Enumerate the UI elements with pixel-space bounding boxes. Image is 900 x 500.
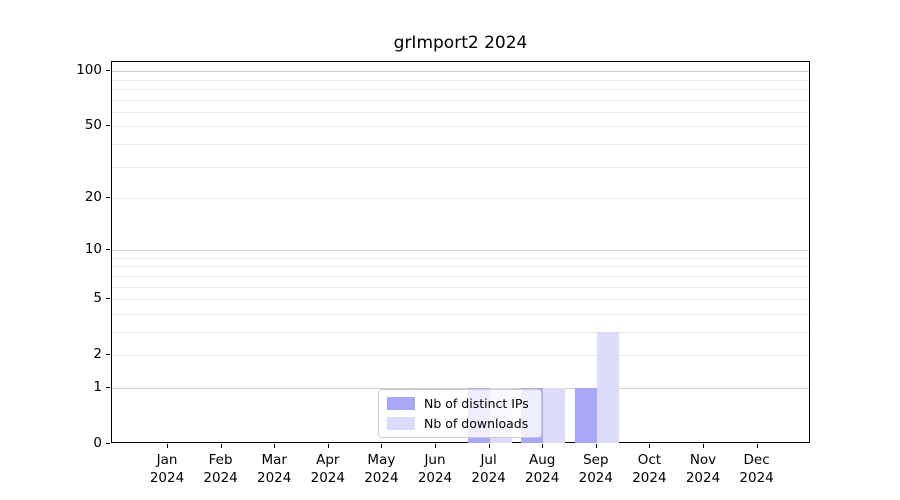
x-tick-label: Sep 2024 — [564, 452, 628, 487]
grid-line-minor — [112, 99, 809, 101]
bar-downloads — [596, 331, 619, 443]
legend-item-distinct-ips: Nb of distinct IPs — [387, 396, 533, 411]
x-tick — [542, 444, 544, 448]
x-tick — [756, 444, 758, 448]
grid-line-minor — [112, 126, 809, 128]
legend-item-downloads: Nb of downloads — [387, 416, 533, 431]
grid-line-minor — [112, 275, 809, 277]
x-tick-label-year: 2024 — [578, 469, 613, 486]
grid-line-minor — [112, 198, 809, 199]
y-tick-label: 2 — [93, 346, 102, 363]
x-tick — [703, 444, 704, 448]
x-tick — [327, 444, 329, 448]
x-tick-label-year: 2024 — [149, 469, 185, 486]
grid-line-minor — [112, 286, 809, 288]
x-tick-label-year: 2024 — [471, 469, 506, 486]
grid-line-minor — [112, 111, 809, 113]
x-tick — [274, 444, 276, 448]
y-tick — [106, 197, 110, 198]
y-tick — [106, 70, 110, 72]
x-tick-label-year: 2024 — [203, 469, 238, 486]
chart-title: grImport2 2024 — [393, 33, 528, 53]
legend-label-distinct-ips: Nb of distinct IPs — [424, 396, 529, 411]
y-tick — [106, 298, 110, 300]
y-tick-label: 20 — [84, 189, 102, 205]
x-tick-label: Dec 2024 — [725, 452, 789, 487]
y-tick-label: 0 — [93, 435, 102, 451]
x-tick-label-month: Nov — [689, 452, 717, 468]
x-tick-label-month: Apr — [316, 452, 340, 468]
x-tick-label-month: Feb — [208, 452, 233, 468]
x-tick-label-year: 2024 — [364, 469, 399, 486]
x-tick-label: Feb 2024 — [189, 452, 253, 487]
x-tick-label: Mar 2024 — [242, 452, 306, 487]
bar-distinct-ips — [574, 387, 597, 443]
x-tick-label-month: Mar — [261, 452, 287, 468]
grid-line-minor — [112, 143, 809, 145]
legend: Nb of distinct IPs Nb of downloads — [378, 389, 542, 438]
x-tick-label: Jan 2024 — [135, 452, 199, 487]
grid-line-major — [112, 71, 809, 73]
grid-line-minor — [112, 257, 809, 259]
x-tick-label: Aug 2024 — [510, 452, 574, 487]
y-tick — [106, 354, 110, 356]
x-tick-label: May 2024 — [349, 452, 413, 487]
x-tick — [381, 444, 383, 448]
x-tick-label: Apr 2024 — [296, 452, 360, 487]
y-tick-label: 5 — [93, 290, 102, 307]
grid-line-minor — [112, 88, 809, 90]
x-tick — [649, 444, 651, 448]
grid-line-minor — [112, 299, 809, 301]
grid-line-minor — [112, 166, 809, 168]
legend-swatch-downloads-icon — [387, 417, 415, 430]
y-tick-label: 100 — [76, 62, 102, 79]
grid-line-minor — [112, 266, 809, 268]
bar-downloads — [543, 387, 566, 443]
x-tick-label-month: Jul — [480, 452, 497, 468]
x-tick-label: Jun 2024 — [403, 452, 467, 487]
grid-line-minor — [112, 331, 809, 333]
grid-line-minor — [112, 355, 809, 357]
y-tick-label: 50 — [84, 117, 102, 134]
x-tick-label-month: Sep — [583, 452, 609, 468]
x-tick-label: Oct 2024 — [617, 452, 681, 487]
grid-line-major — [112, 250, 809, 252]
y-tick-label: 1 — [93, 378, 102, 395]
y-tick — [106, 125, 110, 127]
y-tick — [106, 386, 110, 388]
x-tick-label-year: 2024 — [739, 469, 774, 486]
y-tick-label: 10 — [84, 241, 102, 258]
x-tick-label-month: Jan — [156, 452, 178, 468]
x-tick-label-year: 2024 — [525, 469, 560, 486]
y-tick — [106, 249, 110, 251]
x-tick-label-month: Aug — [529, 452, 556, 468]
x-tick-label-year: 2024 — [632, 469, 667, 486]
x-tick — [220, 444, 222, 448]
grid-line-minor — [112, 79, 809, 81]
legend-label-downloads: Nb of downloads — [424, 416, 529, 431]
x-tick-label-month: May — [367, 452, 396, 468]
x-tick-label: Nov 2024 — [671, 452, 735, 487]
x-tick — [435, 444, 436, 448]
x-tick-label-year: 2024 — [310, 469, 345, 486]
x-tick — [488, 444, 490, 448]
x-tick — [167, 444, 168, 448]
x-tick — [595, 444, 597, 448]
x-tick-label-year: 2024 — [685, 469, 721, 486]
grid-line-minor — [112, 313, 809, 315]
x-tick-label-year: 2024 — [257, 469, 292, 486]
x-tick-label-month: Jun — [424, 452, 446, 468]
legend-swatch-distinct-ips-icon — [387, 397, 415, 410]
grid-line-major — [112, 387, 809, 389]
x-tick-label: Jul 2024 — [457, 452, 521, 487]
x-tick-label-month: Dec — [743, 452, 770, 468]
y-tick — [106, 443, 110, 444]
x-tick-label-year: 2024 — [417, 469, 453, 486]
plot-area: Nb of distinct IPs Nb of downloads — [111, 61, 810, 443]
x-tick-label-month: Oct — [637, 452, 662, 468]
